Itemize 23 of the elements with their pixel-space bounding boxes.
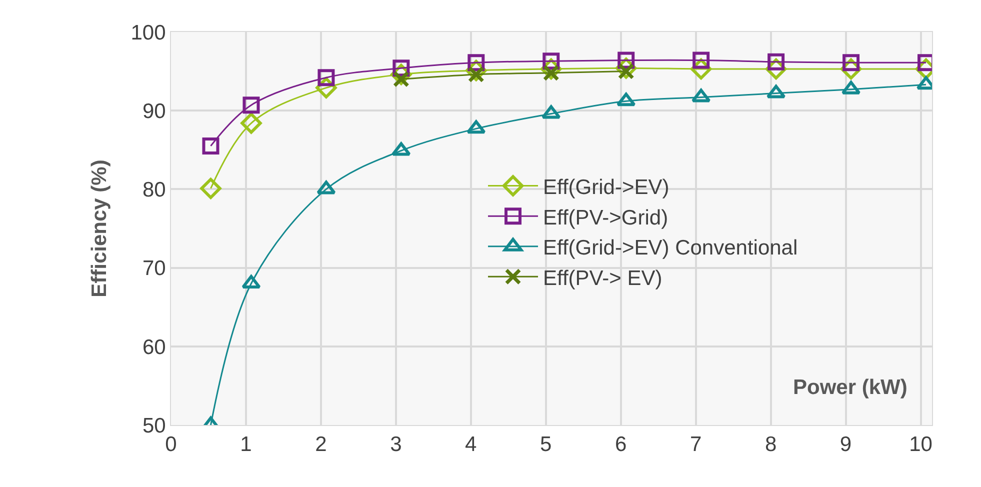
legend-label: Eff(PV-> EV)	[543, 266, 662, 290]
x-tick-label: 2	[315, 433, 327, 456]
y-tick-label: 100	[130, 21, 166, 44]
x-tick-label: 9	[840, 433, 852, 456]
y-axis-title: Efficiency (%)	[88, 160, 111, 298]
x-tick-label: 0	[165, 433, 177, 456]
y-tick-label: 80	[142, 178, 166, 202]
x-tick-label: 6	[615, 433, 627, 456]
y-tick-label: 50	[142, 414, 166, 438]
x-tick-label: 7	[690, 433, 702, 456]
x-tick-label: 5	[540, 433, 552, 456]
x-tick-label: 8	[764, 433, 777, 456]
x-tick-label: 4	[465, 433, 478, 456]
x-tick-label: 1	[240, 433, 252, 456]
x-axis-title: Power (kW)	[793, 376, 908, 399]
legend-label: Eff(PV->Grid)	[543, 206, 668, 230]
y-tick-label: 90	[142, 100, 166, 123]
x-tick-label: 10	[909, 433, 932, 456]
legend-label: Eff(Grid->EV)	[543, 176, 670, 199]
legend-label: Eff(Grid->EV) Conventional	[543, 236, 798, 260]
x-tick-label: 3	[390, 433, 402, 456]
y-tick-label: 70	[142, 257, 166, 280]
y-tick-label: 60	[142, 336, 166, 359]
